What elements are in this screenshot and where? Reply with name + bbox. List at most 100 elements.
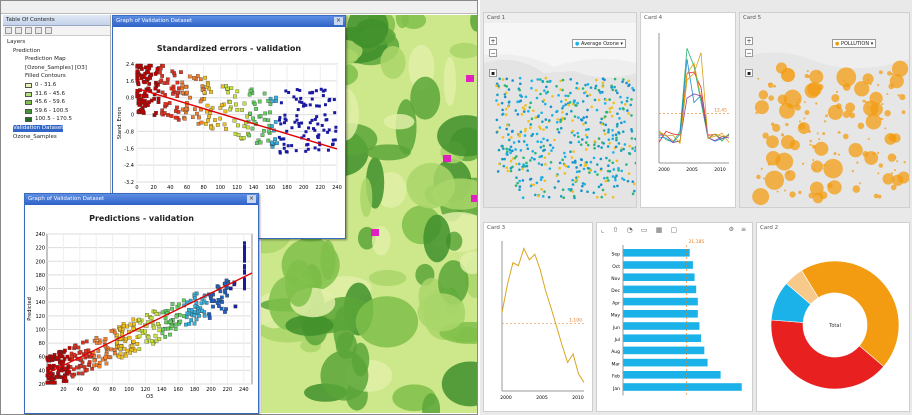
map-point (538, 125, 541, 129)
map-point (534, 151, 537, 155)
toc-item[interactable]: 0 - 31.6 (35, 82, 57, 88)
bar-category-label: Dec (611, 288, 620, 294)
point-map[interactable] (484, 23, 636, 207)
contour-region (395, 15, 409, 29)
card-point-map[interactable]: Card 1 + − ▪ ● Average Ozone ▾ (483, 12, 637, 208)
toc-item[interactable]: Ozone_Samples (13, 133, 57, 140)
bubble-map[interactable] (740, 23, 909, 207)
card-bubble-map[interactable]: Card 5 + − ▪ ● POLLUTION ▾ (739, 12, 910, 208)
map-point (630, 98, 633, 101)
data-point (175, 94, 180, 98)
data-point (154, 312, 159, 316)
map-bubble (798, 98, 801, 101)
data-point (138, 63, 143, 68)
toc-item[interactable]: Layers (7, 39, 26, 45)
toc-item[interactable]: 59.6 - 100.5 (35, 107, 69, 114)
print-icon[interactable]: ▪ (489, 69, 497, 77)
data-point (316, 122, 320, 126)
map-point (520, 113, 524, 116)
data-point (211, 298, 216, 303)
data-point (143, 99, 147, 103)
predictions-window[interactable]: Graph of Validation Dataset × Predictions… (24, 193, 259, 414)
map-point (561, 106, 564, 110)
list-by-drawing-icon[interactable] (5, 27, 12, 34)
zoom-in-button[interactable]: + (489, 37, 497, 45)
map-point (577, 140, 581, 144)
data-point (51, 363, 56, 368)
map-bubble (888, 83, 895, 90)
card-line-chart[interactable]: Card 3 1,100 2000 2005 2010 (483, 222, 593, 412)
toc-item[interactable]: 45.6 - 59.6 (35, 99, 65, 106)
data-point (266, 118, 271, 123)
close-icon[interactable]: × (247, 195, 256, 203)
data-point (60, 368, 64, 373)
legend-dropdown[interactable]: ● Average Ozone ▾ (572, 39, 627, 48)
donut-slice (770, 319, 885, 390)
data-point (302, 102, 306, 106)
data-point (136, 82, 141, 87)
data-point (321, 89, 325, 93)
map-point (559, 195, 563, 198)
data-point (146, 70, 151, 75)
map-point (592, 156, 596, 160)
data-point (113, 351, 117, 356)
toc-item[interactable]: Validation Dataset (13, 125, 64, 132)
options-icon[interactable] (45, 27, 52, 34)
map-point (529, 184, 533, 188)
toc-item[interactable]: Prediction (13, 47, 41, 54)
map-point (574, 179, 577, 182)
map-point (559, 79, 563, 83)
window-titlebar[interactable]: Graph of Validation Dataset × (25, 194, 258, 205)
contour-region (437, 115, 477, 157)
bar-category-label: Jul (614, 337, 620, 343)
map-point (614, 178, 617, 182)
data-point (70, 374, 75, 379)
map-point (593, 98, 597, 102)
card-bar-chart[interactable]: ⌞ ⇧ ◔ ▭ ▦ ▢ ⚙ ≡ Sep Oct Nov Dec Apr May Jun Jul… (596, 222, 753, 412)
map-point (602, 129, 606, 132)
list-by-visibility-icon[interactable] (25, 27, 32, 34)
legend-dropdown[interactable]: ● POLLUTION ▾ (832, 39, 877, 48)
print-icon[interactable]: ▪ (745, 69, 753, 77)
data-point (310, 118, 314, 122)
data-point (155, 67, 160, 71)
data-point (164, 320, 168, 325)
chart-toolbar[interactable]: ⌞ ⇧ ◔ ▭ ▦ ▢ (601, 226, 681, 234)
toc-item[interactable]: Filled Contours (25, 73, 66, 80)
map-point (595, 108, 599, 112)
map-bubble (754, 100, 769, 115)
map-bubble (891, 60, 909, 77)
card-multiline-chart[interactable]: Card 4 12.45 2000 2005 2010 (640, 12, 736, 208)
map-point (535, 132, 539, 136)
data-point (286, 144, 290, 148)
data-point (302, 134, 306, 138)
data-point (198, 77, 203, 82)
close-icon[interactable]: × (334, 17, 343, 25)
menu-icon[interactable]: ≡ (740, 226, 746, 233)
y-tick-label: 20 (39, 382, 45, 388)
list-by-selection-icon[interactable] (35, 27, 42, 34)
toc-item[interactable]: 100.5 - 170.5 (35, 116, 72, 123)
map-point (505, 127, 508, 131)
data-point (247, 92, 252, 97)
settings-icon[interactable]: ⚙ (728, 226, 734, 233)
card-donut-chart[interactable]: Card 2 Total (756, 222, 910, 412)
data-point (128, 322, 133, 327)
list-by-source-icon[interactable] (15, 27, 22, 34)
map-bubble (783, 189, 787, 192)
toc-item[interactable]: 31.6 - 45.6 (35, 90, 65, 97)
zoom-in-button[interactable]: + (745, 37, 753, 45)
toc-item[interactable]: [Ozone_Samples] [O3] (25, 64, 87, 71)
data-point (293, 120, 297, 124)
map-point (535, 96, 539, 100)
toc-item[interactable]: Prediction Map (25, 56, 66, 63)
map-point (519, 82, 522, 86)
window-titlebar[interactable]: Graph of Validation Dataset × (113, 16, 345, 27)
data-point (243, 259, 246, 263)
zoom-out-button[interactable]: − (745, 49, 753, 57)
data-point (73, 344, 77, 349)
zoom-out-button[interactable]: − (489, 49, 497, 57)
map-point (526, 147, 530, 151)
legend-swatch (25, 108, 32, 114)
data-point (160, 74, 165, 78)
